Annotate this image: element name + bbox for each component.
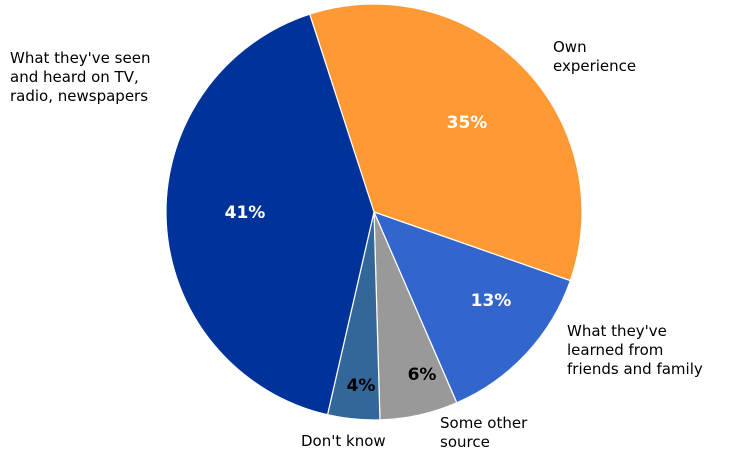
pie-slice [308, 3, 583, 282]
slice-category-label: Don't know [301, 432, 386, 450]
pie-slice [165, 13, 375, 416]
slice-category-label: What they've seen and heard on TV, radio, … [10, 49, 150, 105]
slice-category-label: Some other source [440, 414, 528, 451]
slice-category-label: What they've learned from friends and fami… [567, 322, 703, 378]
slice-value-label: 13% [471, 291, 512, 311]
slice-value-label: 35% [447, 113, 488, 133]
slice-value-label: 4% [347, 376, 376, 396]
slice-value-label: 6% [408, 365, 437, 385]
slice-value-label: 41% [225, 203, 266, 223]
slice-category-label: Own experience [553, 38, 636, 75]
pie-slice [372, 210, 572, 404]
